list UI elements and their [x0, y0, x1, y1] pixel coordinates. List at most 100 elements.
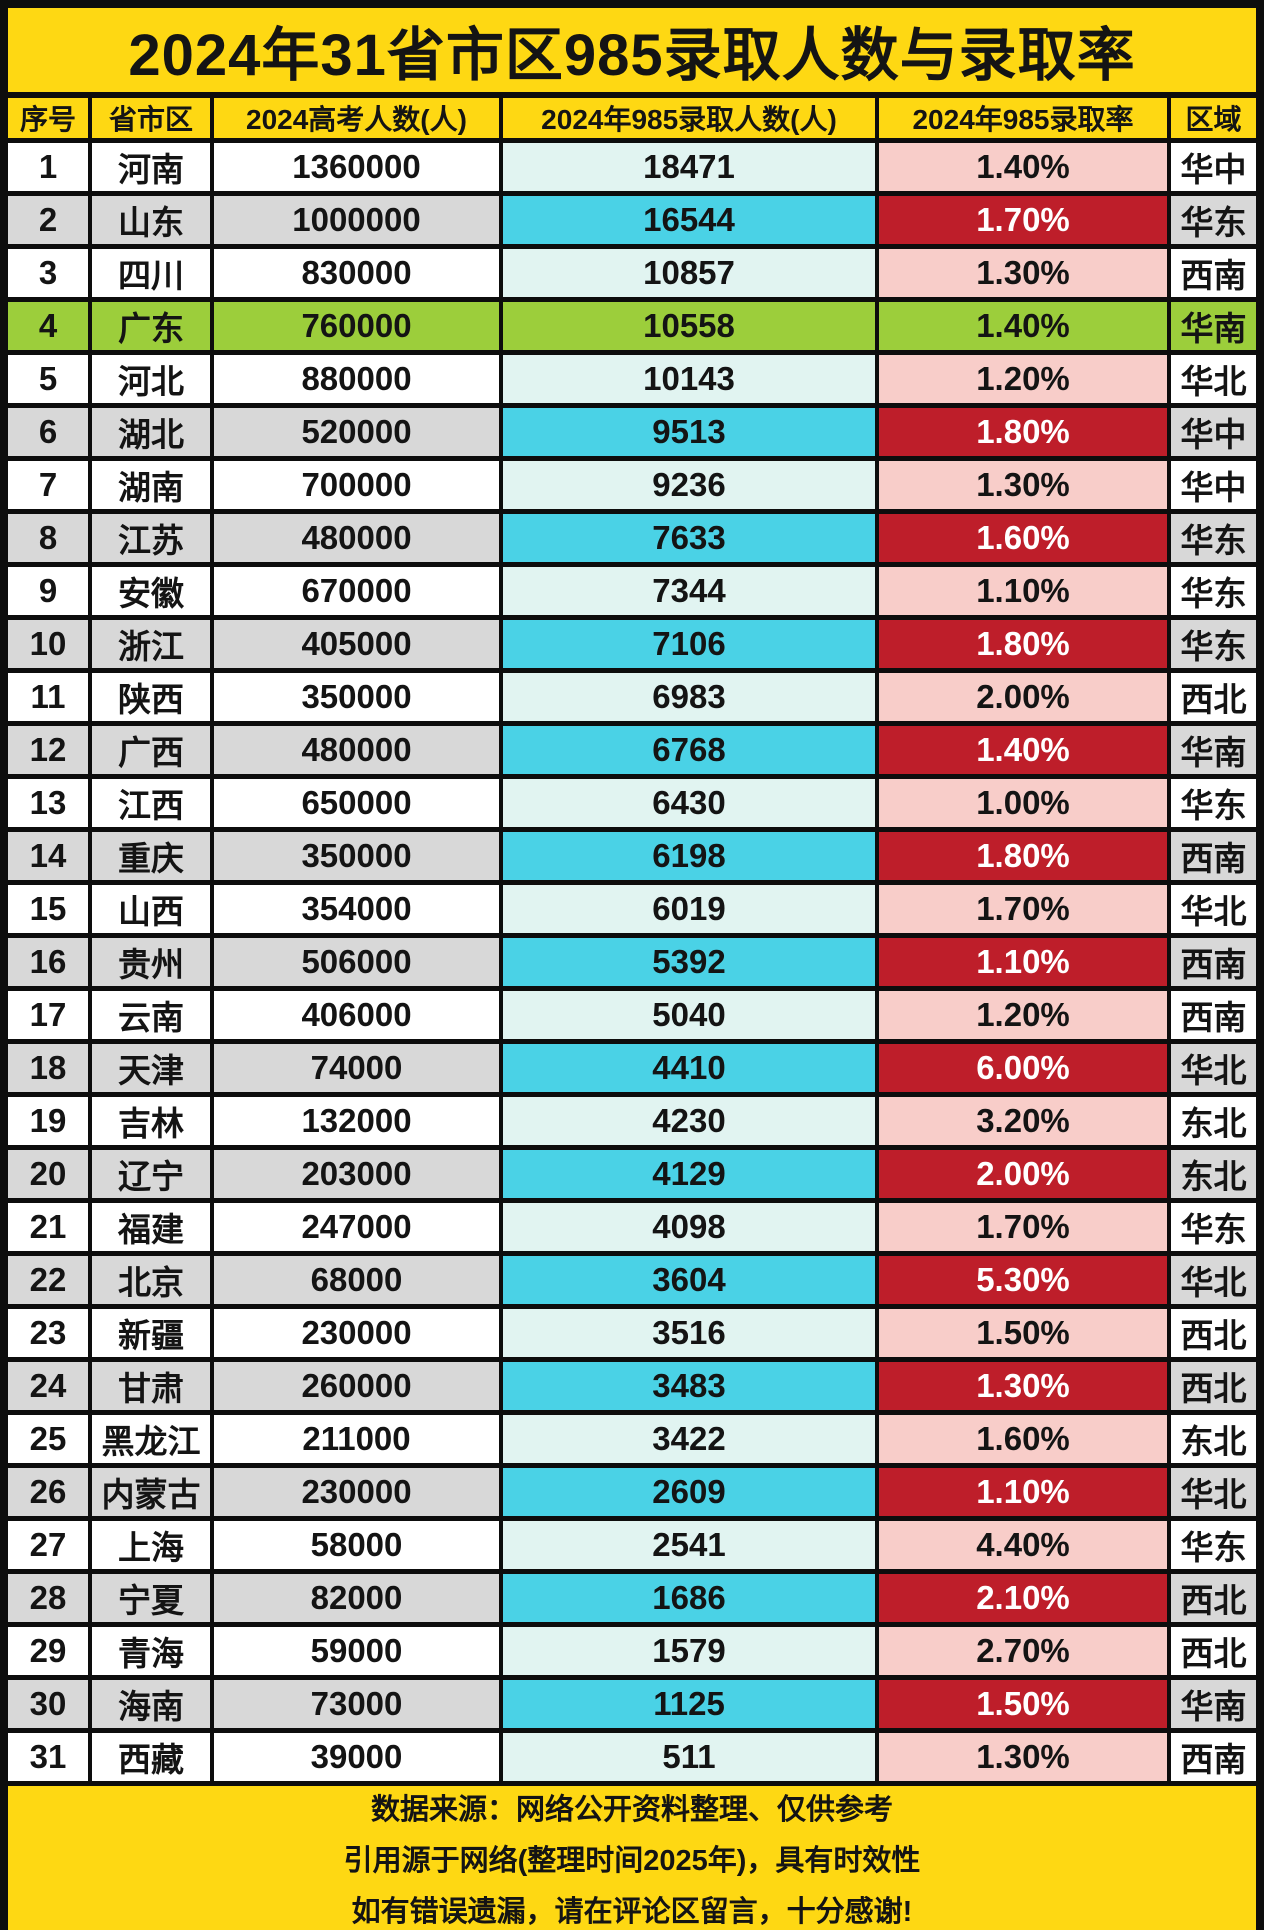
cell-gaokao-count: 39000 — [210, 1728, 503, 1781]
cell-985-count: 6198 — [499, 827, 879, 885]
cell-region: 华东 — [1167, 562, 1256, 620]
cell-province: 浙江 — [88, 615, 214, 673]
cell-index: 10 — [8, 615, 92, 673]
table-row: 15 山西 354000 6019 1.70% 华北 — [8, 880, 1256, 938]
cell-985-count: 7106 — [499, 615, 879, 673]
col-header-region: 区域 — [1167, 98, 1256, 143]
table-row: 8 江苏 480000 7633 1.60% 华东 — [8, 509, 1256, 567]
cell-province: 吉林 — [88, 1092, 214, 1150]
col-header-985-rate: 2024年985录取率 — [875, 98, 1171, 143]
cell-gaokao-count: 59000 — [210, 1622, 503, 1680]
cell-region: 西北 — [1167, 1569, 1256, 1627]
table-row: 26 内蒙古 230000 2609 1.10% 华北 — [8, 1463, 1256, 1521]
cell-gaokao-count: 406000 — [210, 986, 503, 1044]
cell-985-count: 10857 — [499, 244, 879, 302]
cell-region: 华中 — [1167, 456, 1256, 514]
cell-985-rate: 1.80% — [875, 403, 1171, 461]
cell-985-count: 16544 — [499, 191, 879, 249]
table-row: 31 西藏 39000 511 1.30% 西南 — [8, 1728, 1256, 1781]
cell-index: 29 — [8, 1622, 92, 1680]
cell-985-count: 4410 — [499, 1039, 879, 1097]
cell-985-rate: 1.10% — [875, 562, 1171, 620]
cell-gaokao-count: 520000 — [210, 403, 503, 461]
table-row: 22 北京 68000 3604 5.30% 华北 — [8, 1251, 1256, 1309]
cell-gaokao-count: 203000 — [210, 1145, 503, 1203]
cell-province: 湖北 — [88, 403, 214, 461]
admissions-table: 序号 省市区 2024高考人数(人) 2024年985录取人数(人) 2024年… — [8, 98, 1256, 1781]
cell-985-rate: 1.70% — [875, 880, 1171, 938]
cell-985-rate: 1.30% — [875, 1357, 1171, 1415]
cell-985-count: 2541 — [499, 1516, 879, 1574]
table-row: 28 宁夏 82000 1686 2.10% 西北 — [8, 1569, 1256, 1627]
cell-gaokao-count: 350000 — [210, 827, 503, 885]
cell-985-count: 6430 — [499, 774, 879, 832]
cell-gaokao-count: 650000 — [210, 774, 503, 832]
cell-985-rate: 1.30% — [875, 1728, 1171, 1781]
cell-province: 上海 — [88, 1516, 214, 1574]
cell-gaokao-count: 260000 — [210, 1357, 503, 1415]
cell-985-rate: 4.40% — [875, 1516, 1171, 1574]
cell-gaokao-count: 73000 — [210, 1675, 503, 1733]
cell-region: 西北 — [1167, 668, 1256, 726]
cell-gaokao-count: 230000 — [210, 1304, 503, 1362]
cell-985-rate: 1.00% — [875, 774, 1171, 832]
table-row: 13 江西 650000 6430 1.00% 华东 — [8, 774, 1256, 832]
cell-gaokao-count: 132000 — [210, 1092, 503, 1150]
cell-985-count: 1686 — [499, 1569, 879, 1627]
cell-region: 华南 — [1167, 297, 1256, 355]
cell-province: 贵州 — [88, 933, 214, 991]
cell-985-rate: 1.20% — [875, 986, 1171, 1044]
cell-region: 华南 — [1167, 721, 1256, 779]
cell-index: 25 — [8, 1410, 92, 1468]
cell-region: 华东 — [1167, 615, 1256, 673]
table-row: 16 贵州 506000 5392 1.10% 西南 — [8, 933, 1256, 991]
cell-985-count: 4129 — [499, 1145, 879, 1203]
cell-region: 西南 — [1167, 1728, 1256, 1781]
table-row: 29 青海 59000 1579 2.70% 西北 — [8, 1622, 1256, 1680]
cell-gaokao-count: 211000 — [210, 1410, 503, 1468]
cell-region: 华北 — [1167, 1251, 1256, 1309]
cell-region: 西南 — [1167, 933, 1256, 991]
cell-province: 广西 — [88, 721, 214, 779]
cell-province: 内蒙古 — [88, 1463, 214, 1521]
cell-index: 19 — [8, 1092, 92, 1150]
cell-gaokao-count: 760000 — [210, 297, 503, 355]
table-row: 3 四川 830000 10857 1.30% 西南 — [8, 244, 1256, 302]
cell-index: 18 — [8, 1039, 92, 1097]
table-row: 30 海南 73000 1125 1.50% 华南 — [8, 1675, 1256, 1733]
cell-index: 6 — [8, 403, 92, 461]
col-header-index: 序号 — [8, 98, 92, 143]
footer-line-source: 数据来源：网络公开资料整理、仅供参考 — [370, 1794, 893, 1826]
table-row: 4 广东 760000 10558 1.40% 华南 — [8, 297, 1256, 355]
cell-985-rate: 2.00% — [875, 1145, 1171, 1203]
cell-985-count: 3483 — [499, 1357, 879, 1415]
cell-985-rate: 2.00% — [875, 668, 1171, 726]
cell-985-rate: 6.00% — [875, 1039, 1171, 1097]
cell-gaokao-count: 1360000 — [210, 138, 503, 196]
cell-region: 华北 — [1167, 350, 1256, 408]
table-row: 1 河南 1360000 18471 1.40% 华中 — [8, 138, 1256, 196]
cell-province: 天津 — [88, 1039, 214, 1097]
cell-province: 江西 — [88, 774, 214, 832]
cell-gaokao-count: 350000 — [210, 668, 503, 726]
cell-gaokao-count: 68000 — [210, 1251, 503, 1309]
cell-region: 东北 — [1167, 1145, 1256, 1203]
cell-985-rate: 1.20% — [875, 350, 1171, 408]
cell-985-count: 3516 — [499, 1304, 879, 1362]
cell-985-count: 10143 — [499, 350, 879, 408]
cell-985-rate: 1.30% — [875, 244, 1171, 302]
cell-985-rate: 2.70% — [875, 1622, 1171, 1680]
cell-index: 4 — [8, 297, 92, 355]
footer-note: 数据来源：网络公开资料整理、仅供参考 引用源于网络(整理时间2025年)，具有时… — [8, 1786, 1256, 1930]
cell-985-rate: 3.20% — [875, 1092, 1171, 1150]
cell-gaokao-count: 700000 — [210, 456, 503, 514]
cell-region: 西北 — [1167, 1357, 1256, 1415]
cell-gaokao-count: 670000 — [210, 562, 503, 620]
cell-province: 湖南 — [88, 456, 214, 514]
cell-index: 11 — [8, 668, 92, 726]
cell-985-rate: 1.10% — [875, 933, 1171, 991]
cell-985-count: 6983 — [499, 668, 879, 726]
cell-985-count: 3422 — [499, 1410, 879, 1468]
cell-index: 1 — [8, 138, 92, 196]
cell-province: 云南 — [88, 986, 214, 1044]
